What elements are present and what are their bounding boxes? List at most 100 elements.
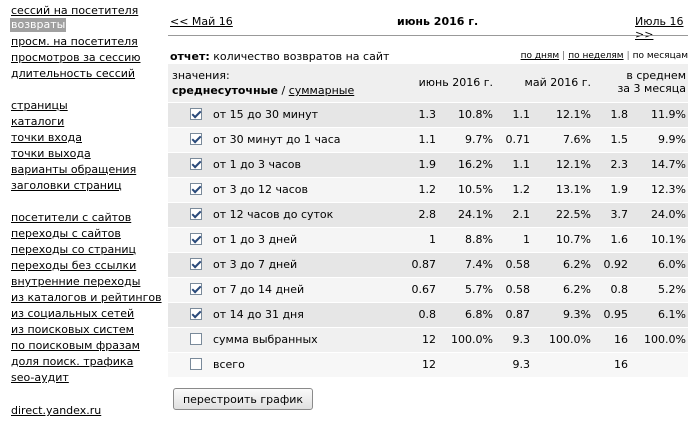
row-label: сумма выбранных bbox=[213, 333, 318, 346]
may-value: 0.87 bbox=[505, 308, 531, 321]
sidebar-item[interactable]: доля поиск. трафика bbox=[11, 355, 134, 368]
row-label: от 7 до 14 дней bbox=[213, 283, 305, 296]
row-checkbox[interactable] bbox=[190, 183, 202, 195]
sidebar-item[interactable]: точки входа bbox=[11, 131, 82, 144]
avg-value: 0.92 bbox=[603, 258, 629, 271]
june-percent: 16.2% bbox=[458, 158, 493, 171]
june-value: 1.3 bbox=[418, 108, 437, 121]
period-weeks-link[interactable]: по неделям bbox=[568, 51, 624, 61]
may-value: 1.1 bbox=[512, 158, 531, 171]
avg-value: 0.95 bbox=[603, 308, 629, 321]
may-percent: 12.1% bbox=[556, 158, 591, 171]
row-checkbox[interactable] bbox=[190, 108, 202, 120]
sidebar-item[interactable]: точки выхода bbox=[11, 147, 91, 160]
sidebar-item[interactable]: возвраты bbox=[10, 18, 67, 32]
header-divider bbox=[168, 35, 688, 36]
sidebar-item[interactable]: каталоги bbox=[11, 115, 65, 128]
sidebar-item[interactable]: из поисковых систем bbox=[11, 323, 134, 336]
col-header-may: май 2016 г. bbox=[524, 76, 591, 89]
row-checkbox[interactable] bbox=[190, 358, 202, 370]
row-checkbox[interactable] bbox=[190, 258, 202, 270]
period-title: июнь 2016 г. bbox=[397, 15, 479, 28]
sidebar-item[interactable]: посетители с сайтов bbox=[11, 211, 132, 224]
row-checkbox[interactable] bbox=[190, 233, 202, 245]
period-days-link[interactable]: по дням bbox=[520, 51, 560, 61]
june-value: 1 bbox=[429, 233, 436, 246]
sidebar-item[interactable]: seo-аудит bbox=[11, 371, 69, 384]
june-percent: 8.8% bbox=[465, 233, 493, 246]
row-label: от 15 до 30 минут bbox=[213, 108, 319, 121]
sum-row: сумма выбранных 12 100.0% 9.3 100.0% 16 100.0% bbox=[168, 327, 688, 352]
table-row: от 14 до 31 дня 0.8 6.8% 0.87 9.3% 0.95 6.1% bbox=[168, 302, 688, 327]
col-header-avg-line1: в среднем bbox=[626, 69, 686, 82]
row-label: от 30 минут до 1 часа bbox=[213, 133, 341, 146]
report-table: значения: среднесуточные / суммарные июн… bbox=[168, 64, 688, 377]
sidebar-item[interactable]: из каталогов и рейтингов bbox=[11, 291, 162, 304]
mode-total-link[interactable]: суммарные bbox=[288, 84, 355, 97]
avg-percent: 12.3% bbox=[651, 183, 686, 196]
row-checkbox[interactable] bbox=[190, 208, 202, 220]
avg-percent: 11.9% bbox=[651, 108, 686, 121]
sidebar-item[interactable]: из социальных сетей bbox=[11, 307, 135, 320]
mode-separator: / bbox=[281, 84, 286, 97]
table-row: от 12 часов до суток 2.8 24.1% 2.1 22.5% 3.7 2… bbox=[168, 202, 688, 227]
table-row: от 15 до 30 минут 1.3 10.8% 1.1 12.1% 1.8 11.9… bbox=[168, 102, 688, 127]
prev-month-link[interactable]: << Май 16 bbox=[170, 15, 233, 28]
may-value: 0.71 bbox=[505, 133, 531, 146]
row-checkbox[interactable] bbox=[190, 158, 202, 170]
col-header-june: июнь 2016 г. bbox=[418, 76, 493, 89]
sidebar-item[interactable]: просм. на посетителя bbox=[11, 35, 138, 48]
sidebar-item[interactable]: по поисковым фразам bbox=[11, 339, 140, 352]
sidebar-item[interactable]: просмотров за сессию bbox=[11, 51, 141, 64]
row-label: всего bbox=[213, 358, 245, 371]
sidebar-item[interactable]: переходы без ссылки bbox=[11, 259, 137, 272]
june-value: 0.8 bbox=[418, 308, 437, 321]
sidebar-item[interactable]: длительность сессий bbox=[11, 67, 136, 80]
table-row: от 7 до 14 дней 0.67 5.7% 0.58 6.2% 0.8 5.2% bbox=[168, 277, 688, 302]
june-percent: 100.0% bbox=[451, 333, 493, 346]
june-percent: 10.5% bbox=[458, 183, 493, 196]
row-checkbox[interactable] bbox=[190, 283, 202, 295]
table-row: от 3 до 7 дней 0.87 7.4% 0.58 6.2% 0.92 6.0% bbox=[168, 252, 688, 277]
avg-value: 1.9 bbox=[610, 183, 629, 196]
may-value: 1.2 bbox=[512, 183, 531, 196]
period-months-label: по месяцам bbox=[632, 51, 688, 61]
sidebar-item[interactable]: внутренние переходы bbox=[11, 275, 141, 288]
next-month-link[interactable]: Июль 16 >> bbox=[635, 15, 684, 41]
sidebar-item[interactable]: direct.yandex.ru bbox=[11, 404, 102, 417]
sidebar-item[interactable]: заголовки страниц bbox=[11, 179, 122, 192]
june-value: 2.8 bbox=[418, 208, 437, 221]
report-text: количество возвратов на сайт bbox=[213, 50, 390, 63]
june-value: 1.9 bbox=[418, 158, 437, 171]
sidebar-item[interactable]: сессий на посетителя bbox=[11, 4, 139, 17]
avg-percent: 5.2% bbox=[658, 283, 686, 296]
may-percent: 6.2% bbox=[563, 258, 591, 271]
june-value: 12 bbox=[422, 333, 436, 346]
row-checkbox[interactable] bbox=[190, 308, 202, 320]
table-row: от 3 до 12 часов 1.2 10.5% 1.2 13.1% 1.9 12.3% bbox=[168, 177, 688, 202]
sidebar-item[interactable]: переходы с сайтов bbox=[11, 227, 121, 240]
rebuild-chart-button[interactable]: перестроить график bbox=[173, 388, 313, 410]
sidebar-item[interactable]: переходы со страниц bbox=[11, 243, 137, 256]
values-label: значения: bbox=[172, 69, 230, 82]
avg-value: 1.5 bbox=[610, 133, 629, 146]
avg-percent: 6.1% bbox=[658, 308, 686, 321]
june-percent: 24.1% bbox=[458, 208, 493, 221]
avg-percent: 6.0% bbox=[658, 258, 686, 271]
avg-percent: 9.9% bbox=[658, 133, 686, 146]
sidebar-item[interactable]: страницы bbox=[11, 99, 68, 112]
sidebar-item[interactable]: варианты обращения bbox=[11, 163, 137, 176]
avg-percent: 100.0% bbox=[644, 333, 686, 346]
june-percent: 5.7% bbox=[465, 283, 493, 296]
may-percent: 13.1% bbox=[556, 183, 591, 196]
june-value: 0.67 bbox=[411, 283, 437, 296]
row-checkbox[interactable] bbox=[190, 333, 202, 345]
may-percent: 9.3% bbox=[563, 308, 591, 321]
avg-value: 1.6 bbox=[610, 233, 629, 246]
june-percent: 10.8% bbox=[458, 108, 493, 121]
may-value: 9.3 bbox=[512, 358, 531, 371]
june-percent: 9.7% bbox=[465, 133, 493, 146]
avg-value: 16 bbox=[614, 358, 628, 371]
row-checkbox[interactable] bbox=[190, 133, 202, 145]
avg-percent: 10.1% bbox=[651, 233, 686, 246]
